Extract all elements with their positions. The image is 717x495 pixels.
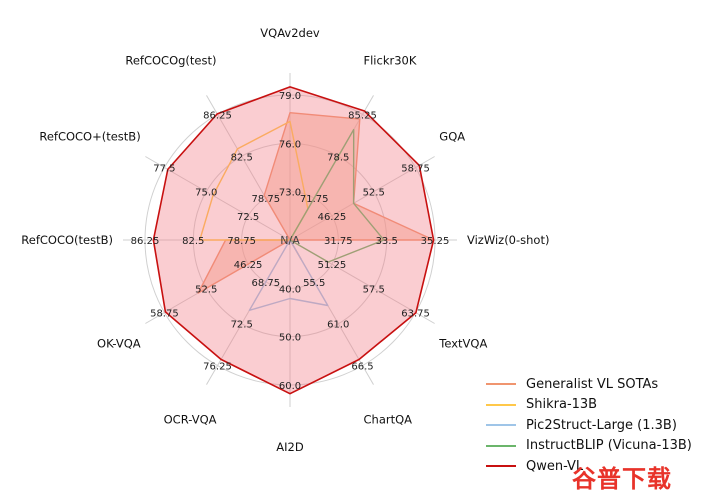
tick-label: 76.25 xyxy=(203,362,232,373)
axis-label: OCR-VQA xyxy=(164,412,217,426)
tick-label: 50.0 xyxy=(279,333,301,344)
tick-label: 82.5 xyxy=(231,152,253,163)
tick-label: 78.5 xyxy=(327,152,349,163)
tick-label: 79.0 xyxy=(279,91,301,102)
legend-item-generalist: Generalist VL SOTAs xyxy=(486,374,714,395)
tick-label: 76.0 xyxy=(279,139,301,150)
axis-label: RefCOCO+(testB) xyxy=(39,130,140,144)
tick-label: 77.5 xyxy=(153,164,175,175)
axis-spoke xyxy=(289,156,435,241)
tick-label: 86.25 xyxy=(131,236,160,247)
series-polygon xyxy=(289,128,385,263)
legend-label: InstructBLIP (Vicuna-13B) xyxy=(526,438,692,454)
legend-swatch xyxy=(486,444,516,447)
tick-label: 46.25 xyxy=(234,260,263,271)
tick-label: 55.5 xyxy=(303,278,325,289)
axis-label: GQA xyxy=(439,130,465,144)
legend-swatch xyxy=(486,383,516,386)
tick-label: 60.0 xyxy=(279,381,301,392)
axis-label: Flickr30K xyxy=(364,54,417,68)
tick-label: 85.25 xyxy=(348,110,377,121)
legend-item-instructblip: InstructBLIP (Vicuna-13B) xyxy=(486,436,714,457)
axis-label: VQAv2dev xyxy=(260,26,320,40)
axis-label: RefCOCO(testB) xyxy=(21,233,113,247)
legend-label: Generalist VL SOTAs xyxy=(526,376,659,392)
legend-item-qwen: Qwen-VL xyxy=(486,456,714,477)
series-polygon xyxy=(248,239,329,311)
axis-label: ChartQA xyxy=(364,412,413,426)
tick-label: 57.5 xyxy=(363,284,385,295)
legend-label: Qwen-VL xyxy=(526,458,584,474)
legend-label: Pic2Struct-Large (1.3B) xyxy=(526,417,677,433)
tick-label: 46.25 xyxy=(318,212,347,223)
legend-swatch xyxy=(486,403,516,406)
tick-label: 31.75 xyxy=(324,236,353,247)
tick-label: 33.5 xyxy=(376,236,398,247)
tick-label: 58.75 xyxy=(401,164,430,175)
legend-swatch xyxy=(486,424,516,427)
tick-label: 63.75 xyxy=(401,309,430,320)
tick-label: 52.5 xyxy=(195,284,217,295)
tick-label: 82.5 xyxy=(182,236,204,247)
tick-label: 86.25 xyxy=(203,110,232,121)
axis-label: TextVQA xyxy=(438,337,487,351)
axis-label: RefCOCOg(test) xyxy=(125,54,216,68)
tick-label: 78.75 xyxy=(227,236,256,247)
tick-label: 72.5 xyxy=(237,212,259,223)
legend-label: Shikra-13B xyxy=(526,397,598,413)
tick-label: 68.75 xyxy=(251,278,280,289)
tick-label: 72.5 xyxy=(231,320,253,331)
tick-label: 66.5 xyxy=(351,362,373,373)
legend-swatch xyxy=(486,465,516,468)
axis-label: OK-VQA xyxy=(97,337,141,351)
tick-label: 51.25 xyxy=(318,260,347,271)
tick-label: 52.5 xyxy=(363,188,385,199)
tick-label: 40.0 xyxy=(279,284,301,295)
tick-label: 75.0 xyxy=(195,188,217,199)
tick-label: 61.0 xyxy=(327,320,349,331)
tick-label: 71.75 xyxy=(300,194,329,205)
axis-label: VizWiz(0-shot) xyxy=(467,233,549,247)
legend: Generalist VL SOTAs Shikra-13B Pic2Struc… xyxy=(486,374,714,477)
series-polygon xyxy=(152,86,435,395)
tick-label: 58.75 xyxy=(150,309,179,320)
tick-label: 78.75 xyxy=(251,194,280,205)
center-label: N/A xyxy=(280,234,300,247)
legend-item-pic2struct: Pic2Struct-Large (1.3B) xyxy=(486,415,714,436)
legend-item-shikra: Shikra-13B xyxy=(486,395,714,416)
axis-label: AI2D xyxy=(276,440,304,454)
tick-label: 73.0 xyxy=(279,188,301,199)
watermark-logo: 谷普下载 xyxy=(572,465,672,493)
tick-label: 35.25 xyxy=(421,236,450,247)
axis-spoke xyxy=(145,156,291,241)
